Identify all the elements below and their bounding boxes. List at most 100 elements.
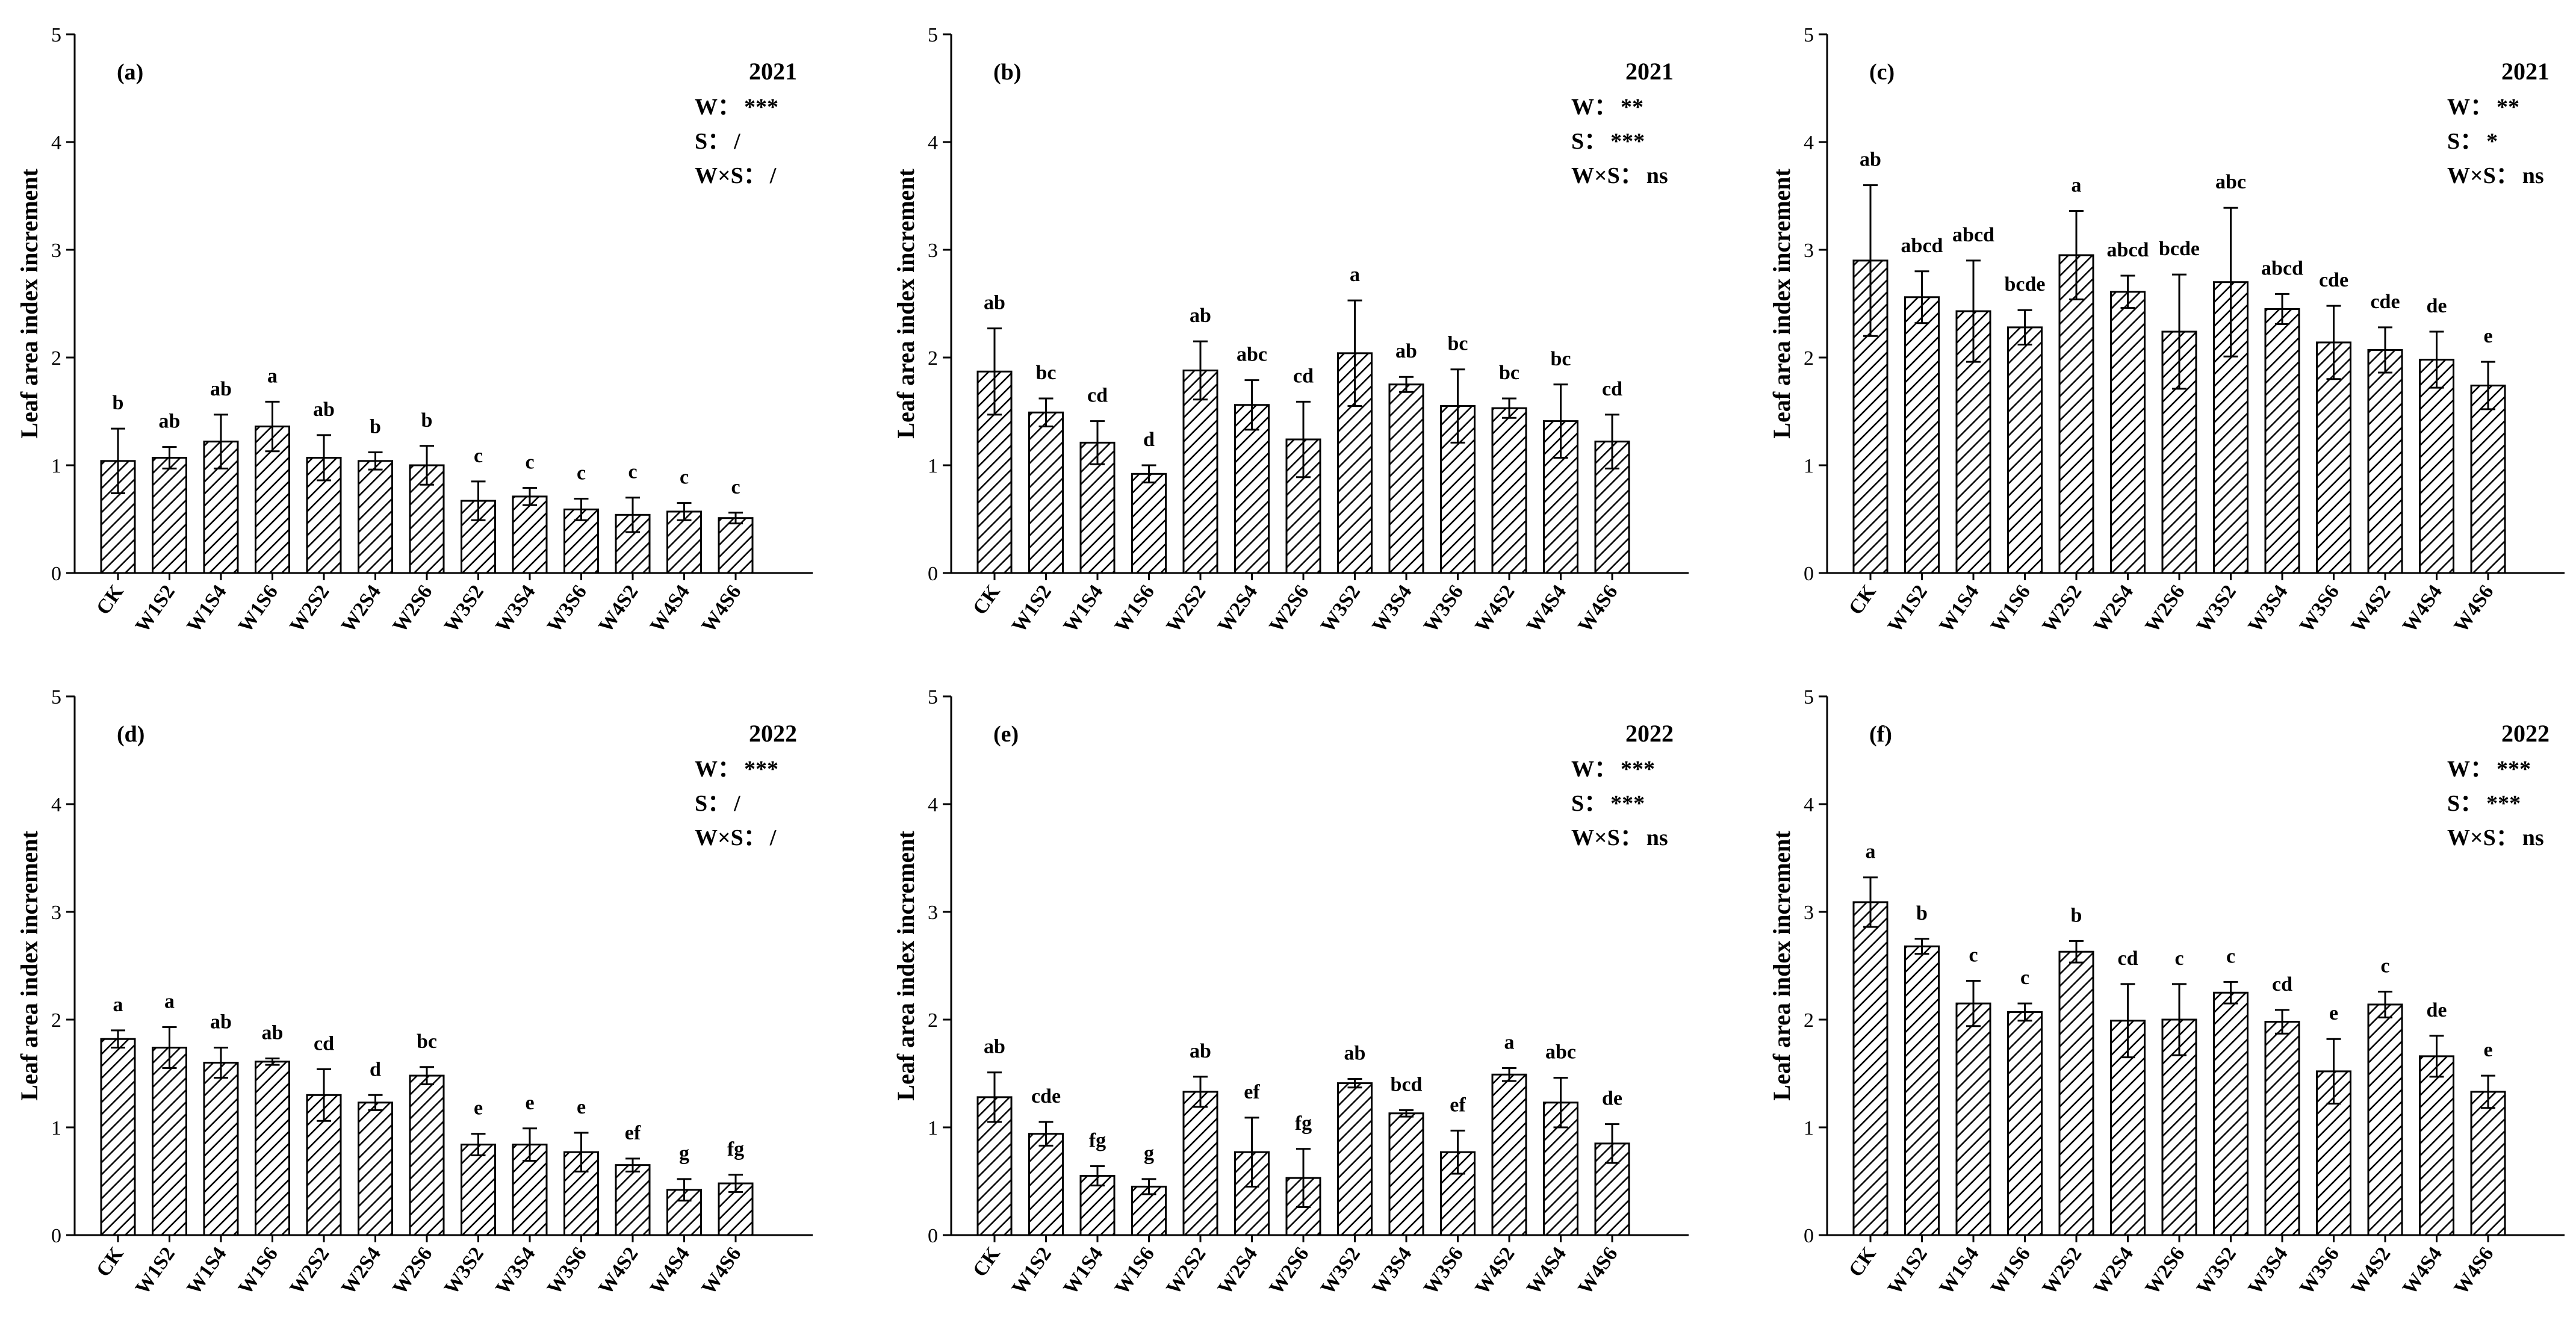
significance-letter: d: [370, 1058, 381, 1080]
stat-label: S：: [2447, 791, 2483, 816]
significance-letter: c: [2174, 947, 2183, 970]
chart-panel-c: 0 1 2 3 4 5 Leaf area index increment (c) 2021 W：…: [1768, 24, 2565, 637]
significance-letter: c: [2380, 955, 2389, 977]
significance-letter: e: [577, 1096, 586, 1118]
significance-letter: e: [2483, 325, 2492, 347]
bar-W4S2: [2367, 1003, 2403, 1236]
significance-letter: bcde: [2005, 273, 2046, 296]
significance-letter: abcd: [1952, 224, 1994, 246]
y-tick-label: 2: [928, 1009, 938, 1032]
significance-letter: ab: [313, 398, 335, 421]
stat-line: W×S： ns: [2447, 163, 2544, 188]
bar-W2S2: [1182, 1091, 1218, 1236]
bar-W4S6: [2470, 1091, 2506, 1236]
stat-value: ns: [2522, 163, 2544, 188]
stat-label: W：: [1571, 94, 1617, 120]
x-tick-label: W3S4: [1368, 581, 1416, 636]
x-tick-label: W3S2: [2193, 1243, 2241, 1298]
significance-letter: b: [113, 392, 124, 414]
chart-panel-f: 0 1 2 3 4 5 Leaf area index increment (f) 2022 W：…: [1768, 686, 2565, 1299]
x-tick-label: W2S4: [1214, 581, 1262, 636]
x-tick-label: W1S2: [1884, 1243, 1932, 1298]
x-tick-label: W2S6: [1265, 1243, 1313, 1298]
bar-W3S4: [512, 495, 548, 574]
stat-label: W×S：: [695, 825, 766, 850]
bar-W3S2: [461, 1144, 496, 1236]
significance-letter: b: [370, 416, 381, 438]
stat-label: W：: [2447, 94, 2493, 120]
bar-W1S2: [1904, 296, 1940, 574]
y-tick-label: 5: [928, 686, 938, 708]
bar-W3S4: [1388, 383, 1424, 574]
significance-letter: de: [2427, 999, 2447, 1021]
x-tick-label: W3S2: [440, 581, 488, 636]
significance-letter: bc: [1036, 362, 1057, 384]
stat-line: W： ***: [695, 94, 778, 120]
x-tick-label: W4S4: [2398, 1243, 2447, 1298]
bar-W3S4: [2264, 1021, 2300, 1236]
significance-letter: c: [474, 445, 483, 467]
x-tick-label: W2S6: [388, 581, 436, 636]
panel-label: (f): [1869, 722, 1892, 747]
y-tick-label: 1: [1804, 1117, 1814, 1139]
x-tick-label: W3S4: [491, 581, 539, 636]
bar-CK: [100, 1038, 136, 1236]
x-tick-label: W1S2: [131, 1243, 179, 1298]
stat-label: S：: [1571, 129, 1607, 154]
significance-letter: ab: [1860, 149, 1881, 171]
bar-W1S2: [152, 456, 187, 574]
x-tick-label: W1S4: [1935, 581, 1983, 636]
significance-letter: c: [731, 476, 740, 498]
y-tick-label: 0: [928, 563, 938, 585]
year-label: 2021: [749, 58, 797, 85]
bar-W1S2: [152, 1047, 187, 1236]
stat-value: ns: [2522, 825, 2544, 850]
stat-value: ***: [2497, 757, 2531, 782]
bar-W4S2: [2367, 348, 2403, 574]
significance-letter: ef: [1244, 1081, 1260, 1103]
bar-W1S6: [1131, 472, 1167, 574]
significance-letter: de: [2427, 295, 2447, 317]
stat-label: W×S：: [1571, 163, 1643, 188]
x-tick-label: W4S6: [1574, 1243, 1622, 1298]
x-tick-label: W3S6: [543, 581, 591, 636]
x-tick-label: W2S4: [337, 581, 385, 636]
stat-value: ns: [1646, 825, 1668, 850]
significance-letter: a: [1350, 264, 1360, 286]
stat-line: S： *: [2447, 129, 2498, 154]
bar-W4S2: [1491, 407, 1527, 574]
bar-W3S6: [1440, 1151, 1476, 1236]
panel-label: (c): [1869, 60, 1895, 85]
y-tick-label: 3: [1804, 240, 1814, 262]
x-tick-label: W2S4: [337, 1243, 385, 1298]
x-tick-label: W2S4: [1214, 1243, 1262, 1298]
significance-letter: ab: [1190, 1040, 1211, 1062]
stat-value: ***: [744, 94, 778, 120]
x-tick-label: W1S2: [131, 581, 179, 636]
x-tick-label: W1S6: [234, 1243, 282, 1298]
significance-letter: abcd: [1901, 235, 1943, 257]
stat-value: /: [769, 163, 777, 188]
significance-letter: ab: [1395, 340, 1417, 362]
y-axis-label: Leaf area index increment: [16, 831, 43, 1101]
x-tick-label: W1S2: [1884, 581, 1932, 636]
x-tick-label: W4S6: [697, 1243, 745, 1298]
x-tick-label: W1S4: [1059, 581, 1107, 636]
x-tick-label: W3S4: [491, 1243, 539, 1298]
stat-line: W×S： ns: [1571, 163, 1668, 188]
y-tick-label: 5: [1804, 24, 1814, 46]
y-axis-label: Leaf area index increment: [1768, 831, 1795, 1101]
bar-W1S2: [1028, 1133, 1064, 1236]
y-tick-label: 5: [51, 24, 61, 46]
bar-W1S6: [255, 1061, 290, 1236]
x-tick-label: W2S2: [1162, 581, 1210, 636]
significance-letter: ab: [210, 1011, 232, 1033]
x-tick-label: W2S6: [388, 1243, 436, 1298]
stat-line: W： ***: [2447, 757, 2531, 782]
stat-value: **: [2497, 94, 2519, 120]
significance-letter: b: [1916, 902, 1928, 925]
x-tick-label: W1S6: [1987, 581, 2035, 636]
y-tick-label: 3: [1804, 902, 1814, 924]
x-tick-label: W3S6: [543, 1243, 591, 1298]
bar-W4S6: [718, 517, 754, 574]
